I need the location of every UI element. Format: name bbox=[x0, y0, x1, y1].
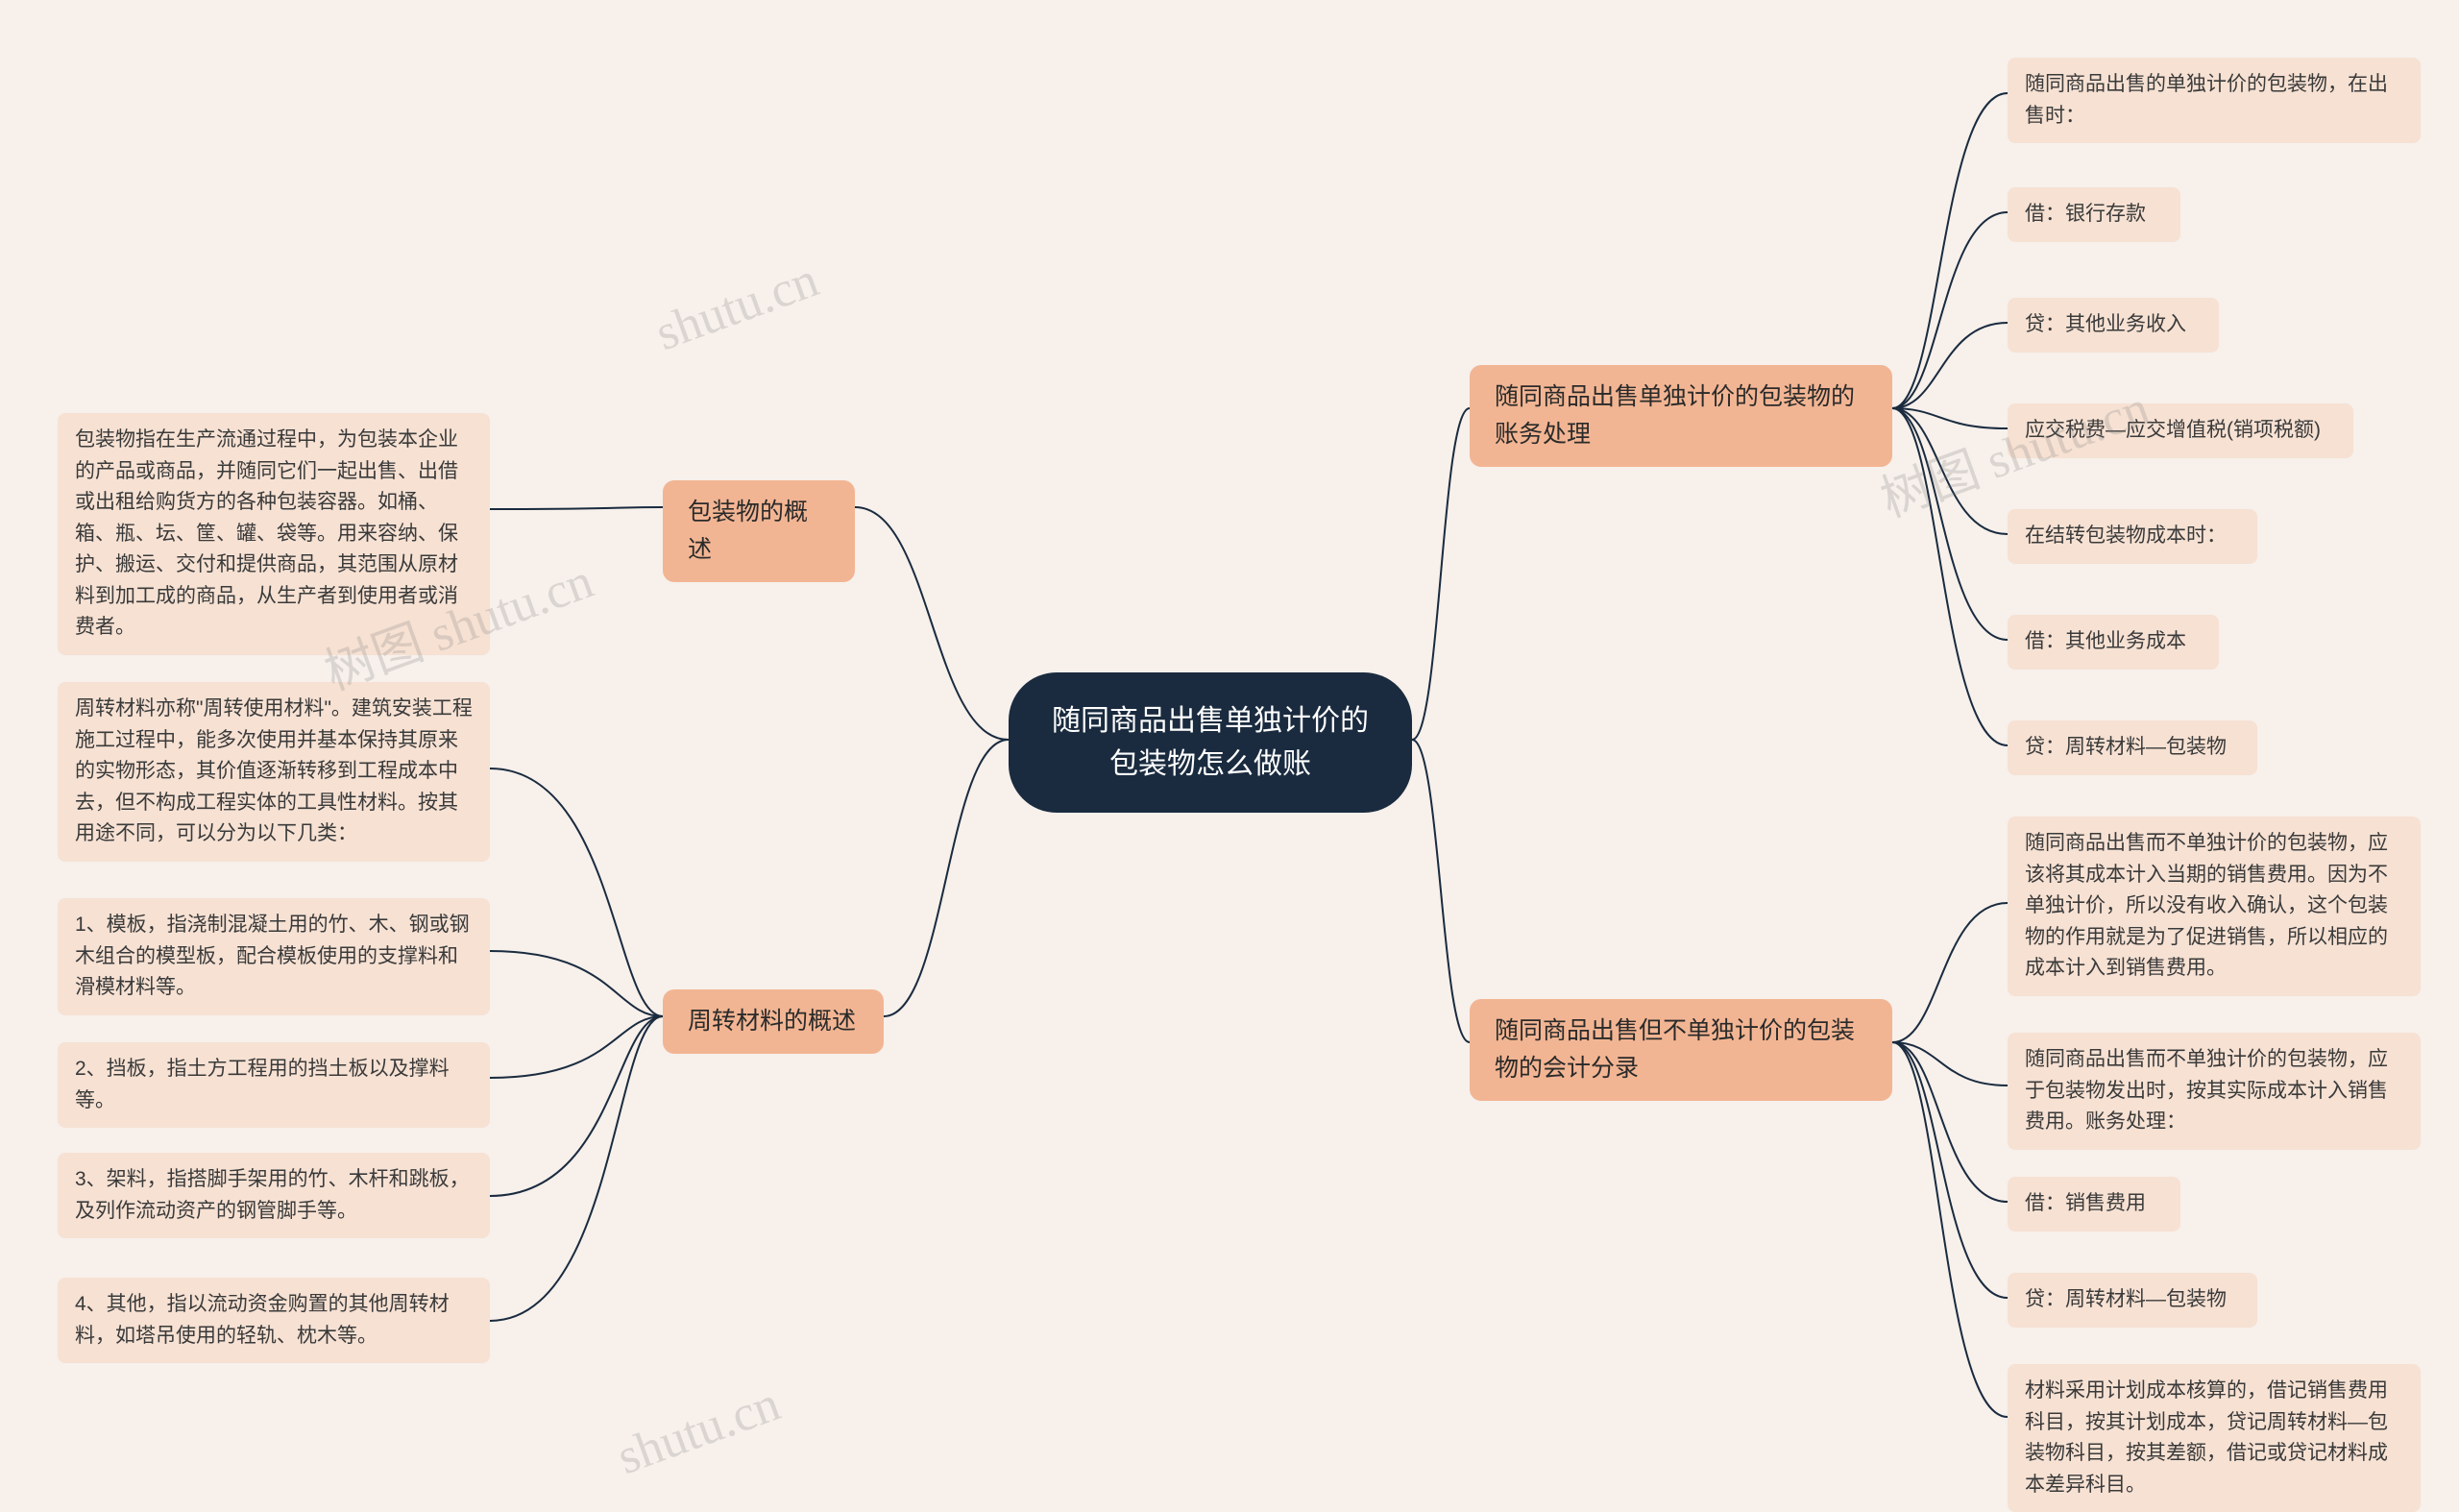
leaf-b1-5: 借：其他业务成本 bbox=[2008, 615, 2219, 670]
leaf-b1-4: 在结转包装物成本时： bbox=[2008, 509, 2257, 564]
branch-b1: 随同商品出售单独计价的包装物的 账务处理 bbox=[1470, 365, 1892, 467]
leaf-b1-2: 贷：其他业务收入 bbox=[2008, 298, 2219, 353]
leaf-b4-3: 3、架料，指搭脚手架用的竹、木杆和跳板，及列作流动资产的钢管脚手等。 bbox=[58, 1153, 490, 1238]
root-node: 随同商品出售单独计价的 包装物怎么做账 bbox=[1009, 672, 1412, 813]
leaf-b2-3: 贷：周转材料—包装物 bbox=[2008, 1273, 2257, 1328]
leaf-b1-0: 随同商品出售的单独计价的包装物，在出售时： bbox=[2008, 58, 2421, 143]
leaf-b2-0: 随同商品出售而不单独计价的包装物，应该将其成本计入当期的销售费用。因为不单独计价… bbox=[2008, 817, 2421, 996]
leaf-b1-6: 贷：周转材料—包装物 bbox=[2008, 720, 2257, 775]
leaf-b2-4: 材料采用计划成本核算的，借记销售费用科目，按其计划成本，贷记周转材料—包装物科目… bbox=[2008, 1364, 2421, 1512]
root-line1: 随同商品出售单独计价的 bbox=[1051, 699, 1370, 743]
branch-b4: 周转材料的概述 bbox=[663, 989, 884, 1054]
leaf-b1-1: 借：银行存款 bbox=[2008, 187, 2180, 242]
root-line2: 包装物怎么做账 bbox=[1051, 743, 1370, 786]
watermark-3: shutu.cn bbox=[610, 1376, 787, 1486]
leaf-b2-1: 随同商品出售而不单独计价的包装物，应于包装物发出时，按其实际成本计入销售费用。账… bbox=[2008, 1033, 2421, 1150]
branch-b3: 包装物的概述 bbox=[663, 480, 855, 582]
leaf-b2-2: 借：销售费用 bbox=[2008, 1177, 2180, 1232]
leaf-b1-3: 应交税费—应交增值税(销项税额) bbox=[2008, 403, 2353, 458]
leaf-b3-0: 包装物指在生产流通过程中，为包装本企业的产品或商品，并随同它们一起出售、出借或出… bbox=[58, 413, 490, 655]
leaf-b4-2: 2、挡板，指土方工程用的挡土板以及撑料等。 bbox=[58, 1042, 490, 1128]
leaf-b4-4: 4、其他，指以流动资金购置的其他周转材料，如塔吊使用的轻轨、枕木等。 bbox=[58, 1278, 490, 1363]
branch-b2: 随同商品出售但不单独计价的包装 物的会计分录 bbox=[1470, 999, 1892, 1101]
leaf-b4-0: 周转材料亦称"周转使用材料"。建筑安装工程施工过程中，能多次使用并基本保持其原来… bbox=[58, 682, 490, 862]
watermark-1: shutu.cn bbox=[648, 252, 825, 362]
leaf-b4-1: 1、模板，指浇制混凝土用的竹、木、钢或钢木组合的模型板，配合模板使用的支撑料和滑… bbox=[58, 898, 490, 1015]
